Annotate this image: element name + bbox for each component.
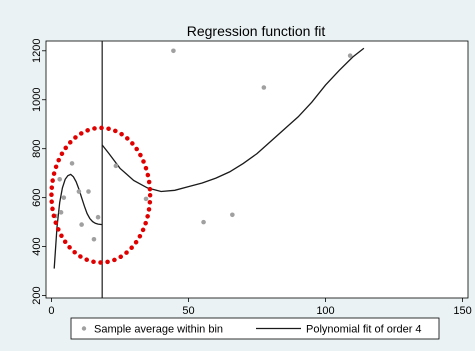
polynomial-fit-line: [53, 173, 103, 269]
y-tick-label: 800: [31, 140, 43, 158]
fit-lines: [53, 47, 365, 269]
y-tick-label: 1000: [31, 88, 43, 112]
bin-average-point: [230, 212, 235, 218]
bin-average-point: [86, 189, 91, 194]
legend-box: [70, 317, 440, 340]
y-tick-label: 1200: [31, 39, 43, 63]
legend-scatter-marker: [81, 326, 87, 331]
bin-average-point: [61, 195, 67, 200]
bin-average-point: [79, 222, 84, 227]
bin-average-point: [69, 161, 75, 166]
x-tick-label: 0: [48, 305, 54, 317]
axis-ticks: 0 50 100 150 200 400 600 800 1000 1200: [31, 39, 472, 317]
legend-scatter-label: Sample average within bin: [94, 324, 223, 336]
legend: Sample average within bin Polynomial fit…: [70, 317, 440, 340]
polynomial-fit-line: [101, 47, 365, 193]
bin-average-point: [347, 53, 353, 58]
bin-average-point: [143, 196, 149, 202]
annotation-group: [49, 125, 153, 265]
bin-average-point: [201, 219, 206, 225]
bin-average-point: [113, 163, 119, 169]
highlight-ellipse: [49, 125, 153, 265]
bin-average-point: [95, 214, 101, 220]
legend-line-label: Polynomial fit of order 4: [306, 324, 422, 336]
bin-average-point: [261, 85, 267, 90]
x-tick-label: 50: [182, 305, 194, 317]
bin-average-point: [91, 236, 97, 242]
x-tick-label: 100: [316, 305, 334, 317]
plot-area: [45, 40, 469, 299]
chart-title: Regression function fit: [187, 23, 326, 39]
bin-average-point: [58, 210, 64, 215]
y-tick-label: 200: [31, 286, 43, 304]
bin-average-point: [57, 176, 63, 182]
scatter-points: [53, 48, 353, 242]
bin-average-point: [76, 189, 82, 194]
x-tick-label: 150: [453, 305, 471, 317]
y-tick-label: 400: [31, 237, 43, 255]
y-tick-label: 600: [31, 188, 43, 206]
bin-average-point: [171, 48, 176, 54]
